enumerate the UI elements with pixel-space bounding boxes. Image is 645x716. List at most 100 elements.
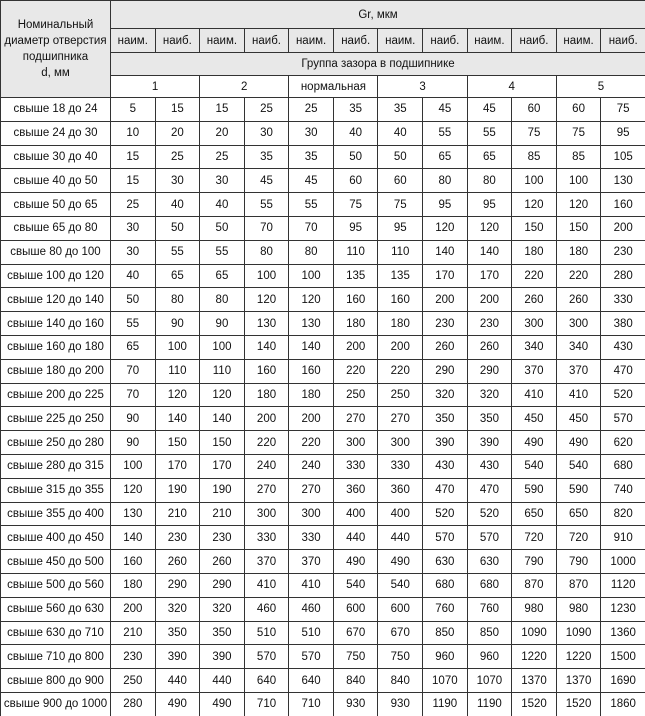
cell: 670 <box>332 620 379 646</box>
cell: 80 <box>422 168 468 194</box>
cell: 160 <box>377 287 424 313</box>
cell: 80 <box>154 287 201 313</box>
table-row: свыше 24 до 30 10 20 20 30 30 40 40 55 55 75 75 95 <box>0 120 645 146</box>
row-label: свыше 710 до 800 <box>0 644 111 670</box>
cell: 680 <box>600 453 645 479</box>
cell: 290 <box>422 358 468 384</box>
cell: 75 <box>511 120 557 146</box>
cell: 40 <box>199 192 245 217</box>
cell: 180 <box>555 239 602 265</box>
cell: 490 <box>332 549 379 574</box>
cell: 300 <box>555 311 602 336</box>
cell: 350 <box>422 406 468 432</box>
table-row: свыше 100 до 120 40 65 65 100 100 135 135 170 170… <box>0 263 645 289</box>
cell: 710 <box>243 691 290 716</box>
cell: 120 <box>555 192 602 217</box>
cell: 490 <box>154 691 201 716</box>
cell: 910 <box>600 525 645 551</box>
cell: 35 <box>243 144 290 170</box>
cell: 440 <box>377 525 424 551</box>
cell: 680 <box>466 572 513 598</box>
corner-line: подшипника <box>22 51 89 63</box>
table-row: свыше 400 до 450 140 230 230 330 330 440 440 570… <box>0 525 645 551</box>
cell: 1860 <box>600 691 645 716</box>
cell: 70 <box>243 215 290 241</box>
cell: 180 <box>377 311 424 336</box>
cell: 55 <box>199 239 245 265</box>
cell: 90 <box>199 311 245 336</box>
cell: 350 <box>199 620 245 646</box>
row-label: свыше 50 до 65 <box>0 192 111 217</box>
cell: 170 <box>154 453 201 479</box>
cell: 460 <box>243 596 290 622</box>
cell: 85 <box>511 144 557 170</box>
cell: 230 <box>199 525 245 551</box>
cell: 340 <box>511 334 557 360</box>
cell: 750 <box>377 644 424 670</box>
sub-header: наиб. <box>511 28 557 53</box>
cell: 120 <box>466 215 513 241</box>
corner-line: диаметр отверстия <box>4 35 107 47</box>
cell: 140 <box>199 406 245 432</box>
cell: 520 <box>466 501 513 527</box>
sub-header: наим. <box>288 28 334 53</box>
cell: 220 <box>332 358 379 384</box>
cell: 320 <box>199 596 245 622</box>
cell: 55 <box>110 311 156 336</box>
cell: 45 <box>422 97 468 122</box>
cell: 30 <box>110 215 156 241</box>
cell: 470 <box>466 477 513 503</box>
cell: 1070 <box>422 668 468 693</box>
cell: 570 <box>600 406 645 432</box>
cell: 70 <box>110 382 156 408</box>
cell: 15 <box>110 144 156 170</box>
cell: 55 <box>154 239 201 265</box>
cell: 150 <box>555 215 602 241</box>
cell: 980 <box>555 596 602 622</box>
cell: 680 <box>422 572 468 598</box>
main-header: Gr, мкм <box>110 0 645 29</box>
cell: 40 <box>154 192 201 217</box>
cell: 1070 <box>466 668 513 693</box>
cell: 60 <box>332 168 379 194</box>
cell: 85 <box>555 144 602 170</box>
cell: 100 <box>511 168 557 194</box>
cell: 30 <box>288 120 334 146</box>
cell: 120 <box>288 287 334 313</box>
cell: 470 <box>600 358 645 384</box>
cell: 600 <box>377 596 424 622</box>
cell: 670 <box>377 620 424 646</box>
cell: 135 <box>332 263 379 289</box>
row-label: свыше 100 до 120 <box>0 263 111 289</box>
table-row: свыше 200 до 225 70 120 120 180 180 250 250 320 3… <box>0 382 645 408</box>
cell: 390 <box>199 644 245 670</box>
table-row: свыше 315 до 355 120 190 190 270 270 360 360 470… <box>0 477 645 503</box>
cell: 1370 <box>511 668 557 693</box>
cell: 590 <box>511 477 557 503</box>
cell: 200 <box>466 287 513 313</box>
cell: 130 <box>110 501 156 527</box>
cell: 15 <box>110 168 156 194</box>
cell: 35 <box>288 144 334 170</box>
cell: 1190 <box>422 691 468 716</box>
cell: 260 <box>555 287 602 313</box>
cell: 1090 <box>511 620 557 646</box>
cell: 110 <box>332 239 379 265</box>
cell: 35 <box>332 97 379 122</box>
cell: 140 <box>110 525 156 551</box>
cell: 75 <box>332 192 379 217</box>
cell: 440 <box>332 525 379 551</box>
cell: 390 <box>466 430 513 455</box>
cell: 180 <box>288 382 334 408</box>
cell: 55 <box>422 120 468 146</box>
cell: 60 <box>377 168 424 194</box>
cell: 1500 <box>600 644 645 670</box>
cell: 60 <box>511 97 557 122</box>
cell: 740 <box>600 477 645 503</box>
cell: 280 <box>600 263 645 289</box>
cell: 410 <box>555 382 602 408</box>
group-label: 3 <box>377 75 468 98</box>
cell: 140 <box>288 334 334 360</box>
table-row: свыше 800 до 900 250 440 440 640 640 840 840 107… <box>0 668 645 693</box>
cell: 430 <box>422 453 468 479</box>
